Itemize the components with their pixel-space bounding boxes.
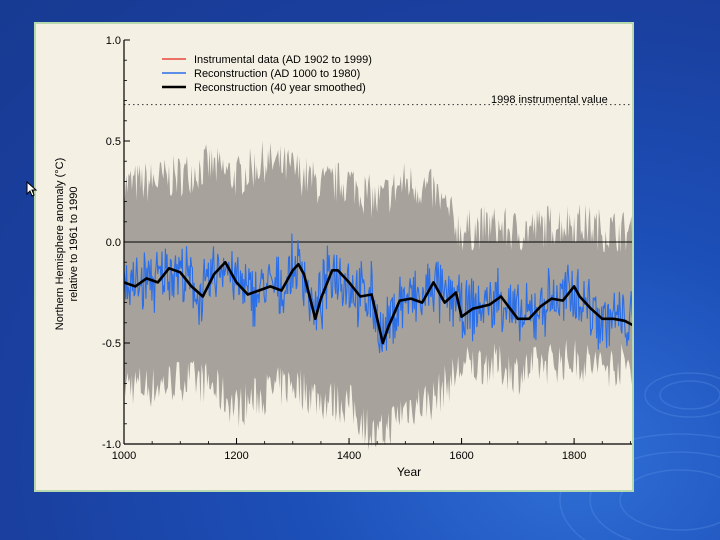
- y-tick-label: -1.0: [102, 439, 121, 451]
- figure-panel: -1.0 -0.5 0.0 0.5 1.0 1000 1200 1400 1600 1800 In…: [34, 22, 634, 492]
- y-tick-label: 0.5: [106, 136, 121, 148]
- x-axis-label: Year: [397, 465, 421, 479]
- uncertainty-band: [124, 140, 632, 450]
- x-tick-label: 1000: [112, 450, 136, 462]
- axes: -1.0 -0.5 0.0 0.5 1.0 1000 1200 1400 1600 1800: [102, 35, 632, 462]
- y-axis-sublabel: relative to 1961 to 1990: [68, 187, 80, 302]
- x-tick-label: 1200: [224, 450, 248, 462]
- temperature-chart: -1.0 -0.5 0.0 0.5 1.0 1000 1200 1400 1600 1800 In…: [54, 35, 632, 479]
- annual-reconstruction-line: [123, 233, 632, 354]
- y-tick-label: -0.5: [102, 338, 121, 350]
- legend-entry-label: Reconstruction (AD 1000 to 1980): [194, 68, 360, 80]
- x-tick-label: 1400: [337, 450, 361, 462]
- y-tick-label: 0.0: [106, 237, 121, 249]
- annual-reconstruction-layer: [123, 233, 632, 354]
- y-tick-label: 1.0: [106, 35, 121, 47]
- x-tick-label: 1600: [449, 450, 473, 462]
- uncertainty-band-layer: [124, 140, 632, 450]
- reference-line-label: 1998 instrumental value: [491, 94, 608, 106]
- series-layer: [123, 260, 632, 345]
- arrow-cursor-icon: [26, 181, 38, 197]
- smoothed-series-line: [123, 260, 632, 345]
- legend-entry-label: Instrumental data (AD 1902 to 1999): [194, 54, 372, 66]
- legend: Instrumental data (AD 1902 to 1999) Recon…: [162, 54, 372, 94]
- x-tick-label: 1800: [562, 450, 586, 462]
- y-axis-label: Northern Hemisphere anomaly (°C): [54, 158, 66, 331]
- legend-entry-label: Reconstruction (40 year smoothed): [194, 82, 366, 94]
